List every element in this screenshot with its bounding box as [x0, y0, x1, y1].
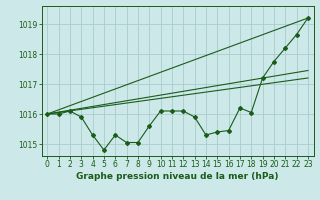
X-axis label: Graphe pression niveau de la mer (hPa): Graphe pression niveau de la mer (hPa) — [76, 172, 279, 181]
